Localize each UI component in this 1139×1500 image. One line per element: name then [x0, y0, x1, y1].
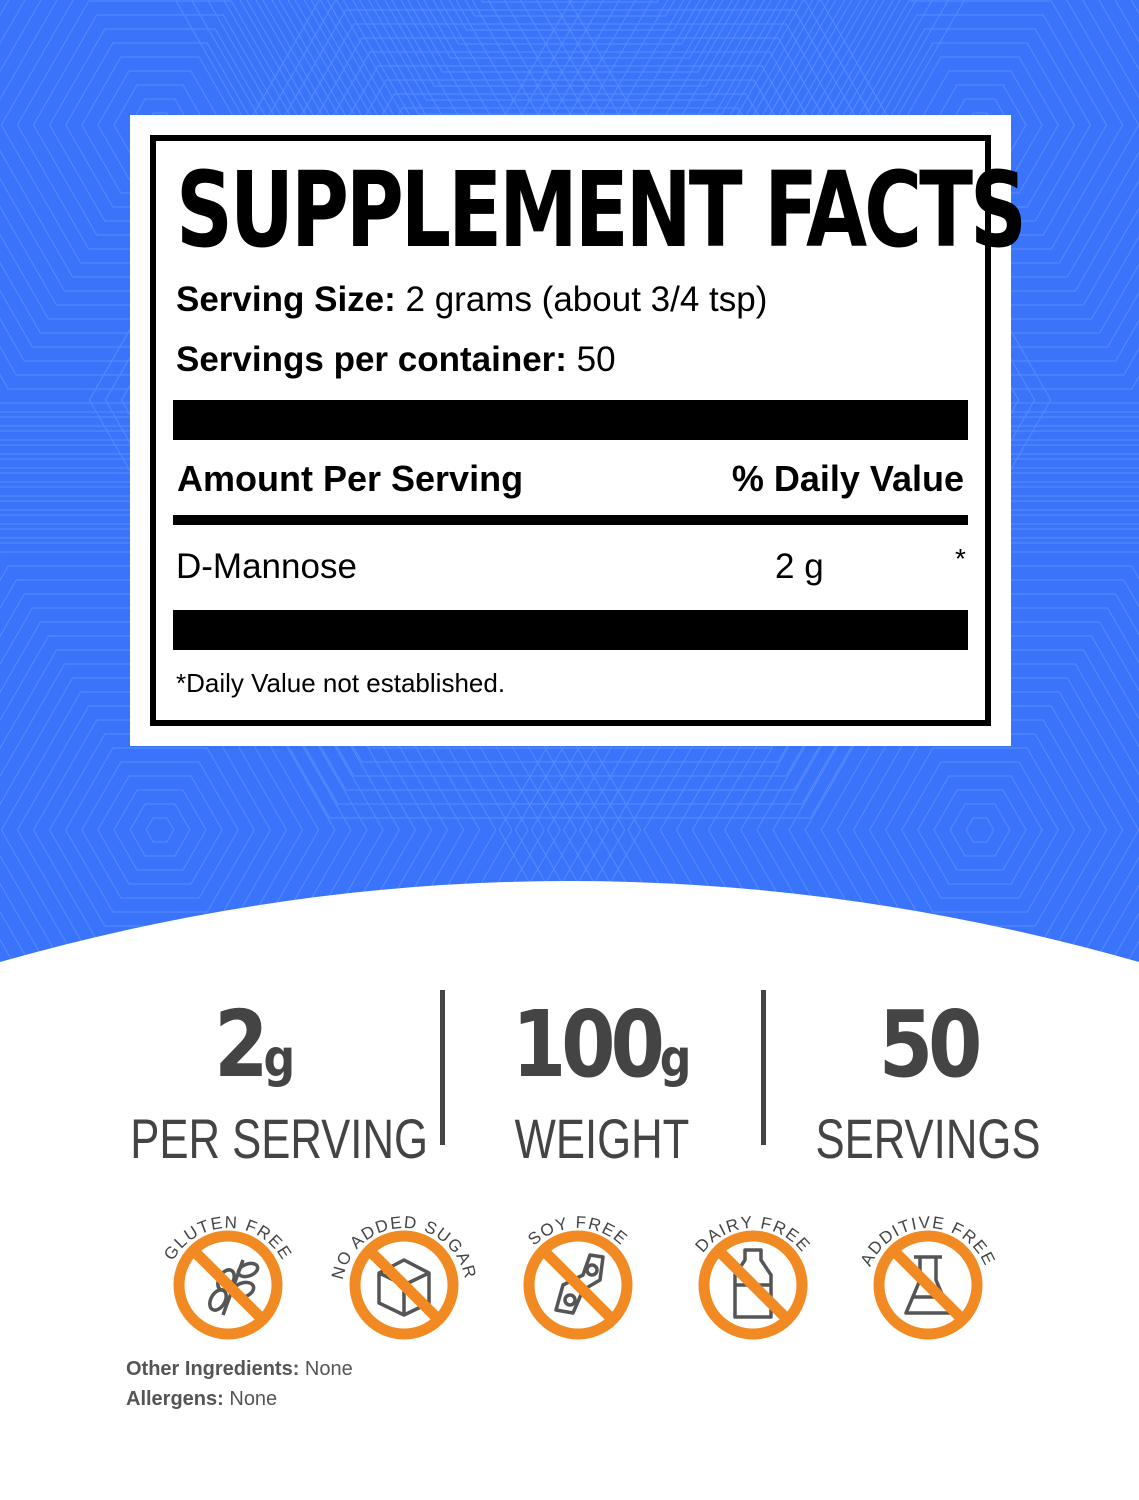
hex-line: [97, 775, 223, 885]
hex-line: [0, 551, 481, 1000]
stat-label: SERVINGS: [815, 1107, 1041, 1170]
hex-line: [88, 0, 1052, 819]
hex-line: [0, 467, 577, 1000]
badge-soy-free: SOY FREE: [503, 1200, 653, 1350]
allergens-value: None: [223, 1388, 278, 1410]
hex-line: [0, 453, 593, 1000]
other-label: Other Ingredients:: [126, 1358, 300, 1380]
prohibition-circle: [523, 1230, 633, 1340]
prohibition-slash: [190, 1247, 266, 1323]
stat-divider: [440, 990, 445, 1145]
badge-additive-free: ADDITIVE FREE: [853, 1200, 1003, 1350]
hex-line: [0, 593, 432, 1000]
stat-number: 100g: [512, 995, 692, 1109]
hex-line: [0, 425, 626, 1000]
hex-line: [400, 0, 740, 73]
servings-per-container: Servings per container: 50: [176, 340, 616, 380]
ingredient-amount: 2 g: [775, 547, 824, 586]
stat-value: 2: [214, 991, 269, 1098]
hex-line: [464, 0, 676, 17]
hex-line: [113, 789, 207, 871]
hex-line: [0, 621, 400, 1000]
stat-value: 50: [878, 991, 983, 1098]
serving-size: Serving Size: 2 grams (about 3/4 tsp): [176, 280, 767, 320]
hex-line: [480, 0, 660, 3]
hex-line: [901, 761, 1059, 899]
prohibition-circle: [698, 1230, 808, 1340]
allergens: Allergens: None: [126, 1388, 277, 1411]
hex-line: [0, 439, 610, 1000]
hex-line: [352, 0, 788, 115]
hex-line: [949, 803, 1011, 857]
serving-size-label: Serving Size:: [176, 280, 396, 319]
stat-value: 100: [512, 991, 665, 1098]
hex-line: [965, 817, 995, 843]
prohibition-slash: [540, 1247, 616, 1323]
ingredient-dv: *: [955, 543, 966, 574]
ingredient-name: D-Mannose: [176, 547, 357, 586]
stat-unit: g: [660, 1029, 692, 1089]
hex-line: [0, 523, 513, 1000]
facts-border: [150, 135, 991, 726]
stat-servings: 50 SERVINGS: [768, 995, 1088, 1169]
hex-line: [416, 0, 724, 59]
hex-line: [129, 803, 191, 857]
hex-line: [0, 509, 529, 1000]
prohibition-circle: [173, 1230, 283, 1340]
stat-label: PER SERVING: [130, 1107, 428, 1170]
facts-title: SUPPLEMENT FACTS: [176, 149, 1027, 271]
hex-line: [104, 0, 1036, 805]
stat-divider: [761, 990, 766, 1145]
hex-line: [0, 649, 368, 1000]
hex-line: [368, 0, 772, 101]
stat-unit: g: [263, 1029, 296, 1089]
stat-number: 2g: [215, 995, 296, 1109]
hex-line: [120, 9, 1020, 791]
prohibition-circle: [873, 1230, 983, 1340]
allergens-label: Allergens:: [126, 1388, 224, 1410]
servings-value: 50: [566, 340, 616, 379]
servings-label: Servings per container:: [176, 340, 567, 379]
hex-line: [448, 0, 692, 31]
footnote: *Daily Value not established.: [176, 668, 506, 698]
hex-line: [0, 411, 642, 1000]
hex-line: [0, 537, 497, 1000]
stat-weight: 100g WEIGHT: [442, 995, 762, 1169]
stat-per-serving: 2g PER SERVING: [95, 995, 428, 1170]
stat-number: 50: [879, 995, 983, 1109]
hex-line: [81, 761, 239, 899]
thick-divider: [173, 610, 968, 650]
serving-size-value: 2 grams (about 3/4 tsp): [395, 280, 768, 319]
hex-line: [384, 0, 756, 87]
badge-no-added-sugar: NO ADDED SUGAR: [328, 1200, 479, 1350]
hex-line: [885, 747, 1075, 913]
thick-divider: [173, 400, 968, 440]
stat-label: WEIGHT: [514, 1107, 690, 1170]
prohibition-circle: [349, 1230, 459, 1340]
hex-line: [0, 565, 465, 1000]
hex-line: [145, 817, 175, 843]
dv-header: % Daily Value: [731, 458, 964, 499]
badge-gluten-free: GLUTEN FREE: [153, 1200, 303, 1350]
badge-dairy-free: DAIRY FREE: [678, 1200, 828, 1350]
hex-line: [0, 579, 449, 1000]
hex-line: [0, 495, 545, 1000]
prohibition-slash: [715, 1247, 791, 1323]
prohibition-slash: [890, 1247, 966, 1323]
hex-line: [65, 747, 255, 913]
hex-line: [917, 775, 1043, 885]
prohibition-slash: [366, 1247, 442, 1323]
hex-line: [0, 481, 561, 1000]
other-ingredients: Other Ingredients: None: [126, 1358, 353, 1381]
other-value: None: [299, 1358, 353, 1380]
hex-line: [0, 635, 384, 1000]
hex-line: [49, 733, 271, 927]
medium-divider: [173, 515, 968, 525]
amount-header: Amount Per Serving: [177, 458, 524, 499]
hex-line: [0, 607, 416, 1000]
hex-line: [933, 789, 1027, 871]
hex-line: [432, 0, 708, 45]
